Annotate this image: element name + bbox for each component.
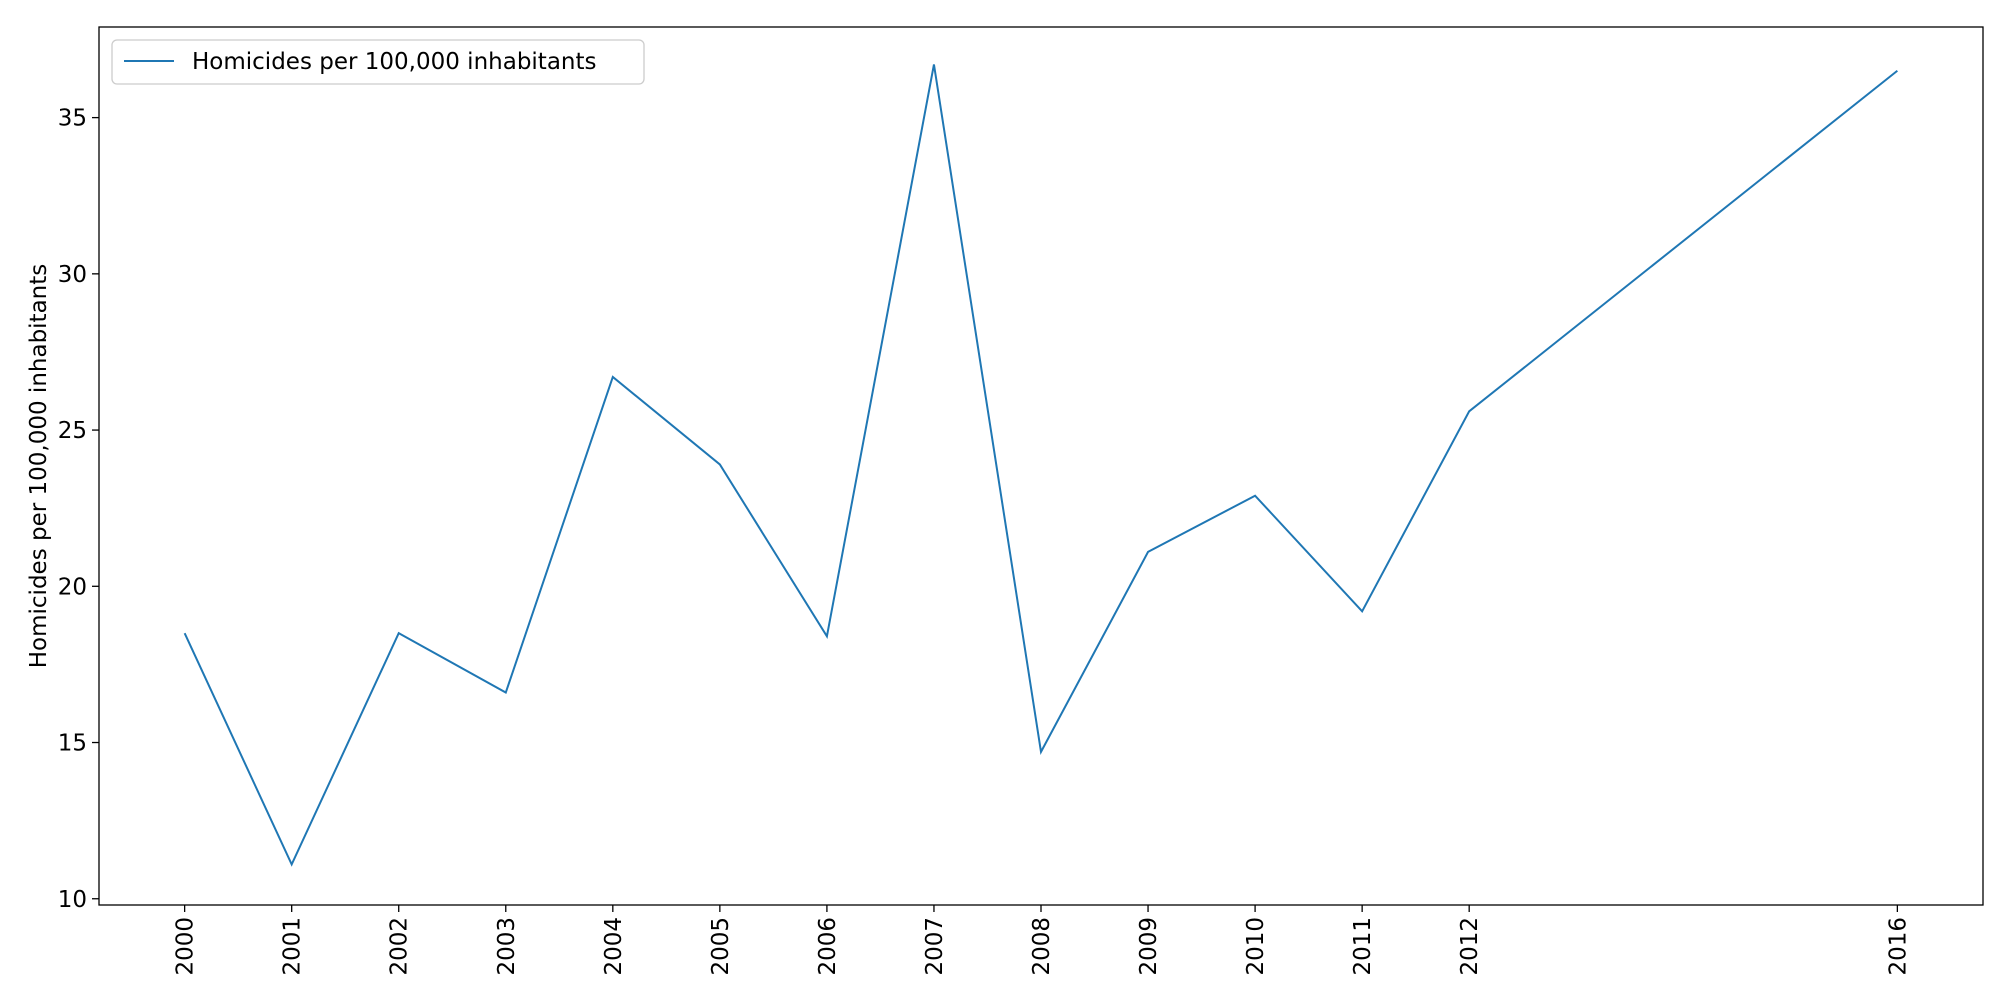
x-tick-label: 2007 <box>922 917 948 976</box>
x-tick-label: 2016 <box>1885 917 1911 976</box>
plot-area <box>99 27 1983 905</box>
x-axis-ticks: 2000 2001 2002 2003 2004 2005 2006 2007 2008 2009… <box>173 905 1911 976</box>
legend: Homicides per 100,000 inhabitants <box>111 39 645 85</box>
x-tick-label: 2002 <box>387 917 413 976</box>
legend-box <box>111 39 645 85</box>
x-tick-label: 2006 <box>815 917 841 976</box>
x-tick-label: 2011 <box>1350 917 1376 976</box>
y-tick-label: 10 <box>58 887 87 913</box>
x-tick-label: 2009 <box>1136 917 1162 976</box>
x-tick-label: 2004 <box>601 917 627 976</box>
y-tick-label: 15 <box>58 731 87 757</box>
x-tick-label: 2000 <box>173 917 199 976</box>
y-axis-label: Homicides per 100,000 inhabitants <box>26 264 52 669</box>
y-tick-label: 30 <box>58 262 87 288</box>
x-tick-label: 2001 <box>280 917 306 976</box>
y-axis-ticks: 10 15 20 25 30 35 <box>58 106 99 913</box>
plot-frame <box>98 26 1984 906</box>
x-tick-label: 2008 <box>1029 917 1055 976</box>
y-tick-label: 20 <box>58 574 87 600</box>
y-tick-label: 25 <box>58 418 87 444</box>
x-tick-label: 2003 <box>494 917 520 976</box>
legend-label: Homicides per 100,000 inhabitants <box>192 49 597 75</box>
x-tick-label: 2012 <box>1457 917 1483 976</box>
y-tick-label: 35 <box>58 106 87 132</box>
series-line-homicides <box>183 64 1898 867</box>
x-tick-label: 2005 <box>708 917 734 976</box>
x-tick-label: 2010 <box>1243 917 1269 976</box>
